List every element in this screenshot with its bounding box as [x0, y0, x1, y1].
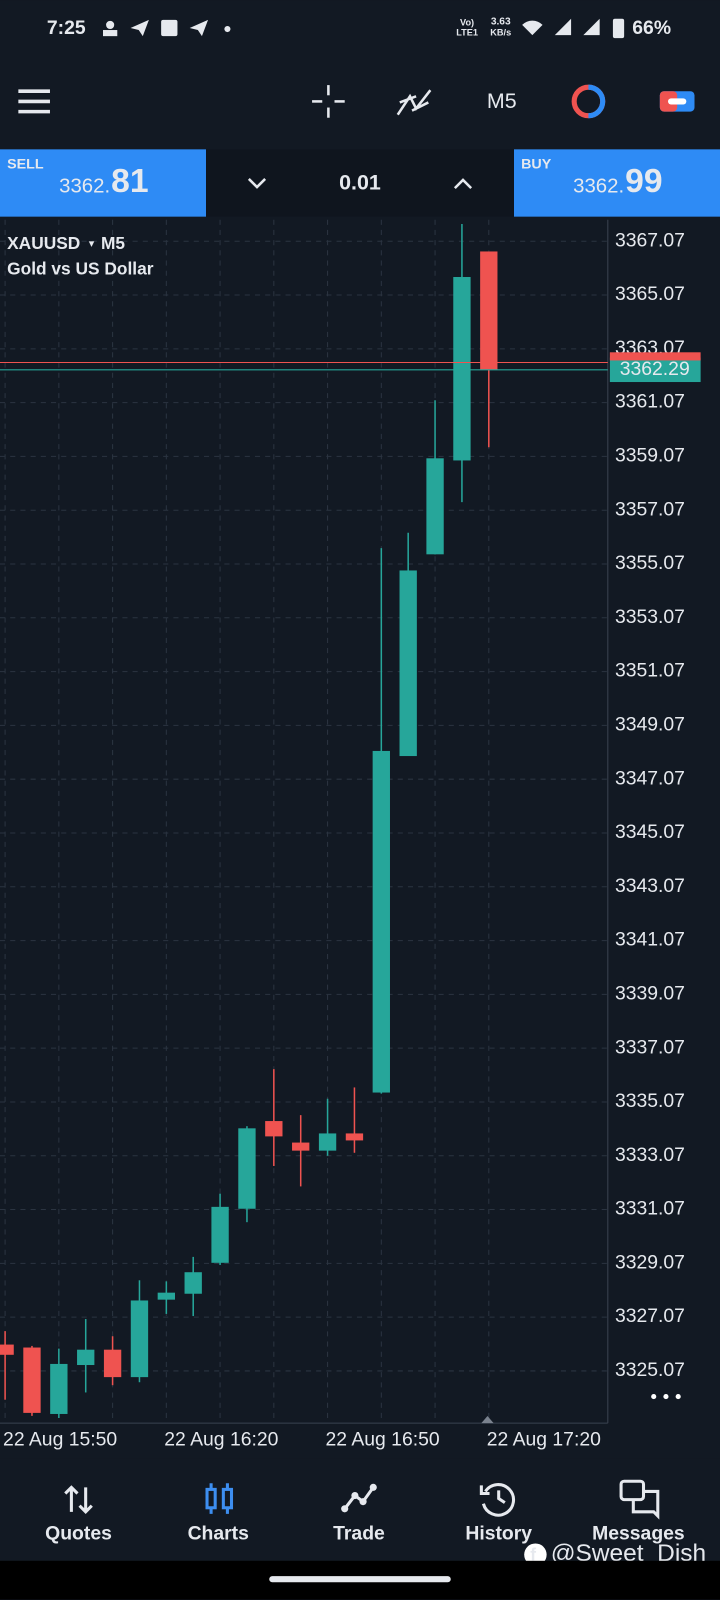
buy-price-main: 99 [625, 163, 662, 200]
sell-price-prefix: 3362. [59, 175, 110, 197]
y-tick-label: 3327.07 [615, 1305, 685, 1327]
y-tick-label: 3361.07 [615, 391, 685, 413]
ask-label-edge [609, 352, 701, 361]
y-tick-label: 3353.07 [615, 606, 685, 628]
y-tick-label: 3337.07 [615, 1036, 685, 1058]
crosshair-button[interactable] [312, 85, 345, 118]
objects-button[interactable] [571, 84, 606, 119]
y-tick-label: 3331.07 [615, 1198, 685, 1220]
x-tick-label: 22 Aug 15:50 [3, 1429, 117, 1451]
candle-body [453, 277, 471, 461]
scroll-marker [481, 1415, 494, 1424]
watermark: f [524, 1543, 547, 1566]
trade-icon [343, 1486, 375, 1510]
y-tick-label: 3359.07 [615, 445, 685, 467]
nav-label[interactable]: Trade [333, 1522, 385, 1544]
timeframe-button[interactable]: M5 [487, 89, 517, 113]
bid-label-box [609, 357, 701, 383]
bottom-nav [0, 1458, 720, 1561]
x-tick-label: 22 Aug 17:20 [487, 1429, 601, 1451]
candle-body [211, 1206, 229, 1263]
candle-body [184, 1272, 202, 1294]
buy-price-prefix: 3362. [573, 175, 624, 197]
y-tick-label: 3367.07 [615, 229, 685, 251]
svg-text:f: f [530, 1544, 536, 1564]
y-tick-label: 3333.07 [615, 1144, 685, 1166]
y-tick-label: 3335.07 [615, 1090, 685, 1112]
candle-body [130, 1300, 149, 1378]
candle-body [50, 1363, 68, 1414]
candle-body [372, 750, 390, 1093]
sell-label: SELL [7, 156, 44, 172]
quotes-icon [64, 1485, 93, 1515]
candle-body [292, 1142, 310, 1151]
indicators-button[interactable] [396, 89, 432, 116]
trade-button[interactable] [659, 91, 695, 112]
y-tick-label: 3349.07 [615, 714, 685, 736]
volume-down[interactable] [247, 178, 267, 189]
y-tick-label: 3347.07 [615, 767, 685, 789]
network-sub: LTE1 [456, 28, 478, 38]
chart-timeframe: M5 [101, 233, 125, 253]
buy-label: BUY [521, 156, 552, 172]
y-tick-label: 3365.07 [615, 283, 685, 305]
nav-label[interactable]: Quotes [45, 1522, 112, 1544]
candle-body [23, 1347, 41, 1413]
battery: 66% [632, 17, 671, 39]
y-tick-label: 3355.07 [615, 552, 685, 574]
menu-button[interactable] [18, 89, 50, 114]
y-tick-label: 3351.07 [615, 660, 685, 682]
y-tick-label: 3357.07 [615, 498, 685, 520]
speed: 3.63 [491, 17, 511, 28]
candle-body [157, 1292, 176, 1300]
bid-label: 3362.29 [620, 358, 690, 380]
network-label: Vo) [460, 17, 474, 27]
volume[interactable]: 0.01 [339, 171, 381, 195]
nav-label[interactable]: Charts [188, 1522, 249, 1544]
history-icon [479, 1483, 516, 1517]
y-tick-label: 3343.07 [615, 875, 685, 897]
charts-icon [205, 1483, 234, 1514]
candle-body [399, 570, 417, 757]
x-tick-label: 22 Aug 16:20 [164, 1429, 278, 1451]
candle-body [103, 1349, 122, 1378]
trade-icon-dots [341, 1483, 377, 1513]
nav-label[interactable]: Messages [592, 1522, 685, 1544]
y-tick-label: 3341.07 [615, 929, 685, 951]
candle-body [238, 1128, 256, 1209]
volume-panel [206, 149, 514, 217]
candle-body [345, 1133, 364, 1141]
y-tick-label: 3345.07 [615, 821, 685, 843]
candle-body [77, 1349, 95, 1366]
candle-body [480, 251, 498, 370]
candle-body [0, 1344, 14, 1355]
buy-button[interactable] [513, 149, 720, 217]
home-indicator [269, 1576, 451, 1583]
symbol-arrow[interactable]: ▾ [89, 238, 95, 250]
symbol[interactable]: XAUUSD [7, 233, 80, 253]
candle-body [426, 458, 444, 555]
chart-subtitle: Gold vs US Dollar [7, 258, 154, 278]
y-tick-label: 3329.07 [615, 1251, 685, 1273]
nav-label[interactable]: History [465, 1522, 532, 1544]
candle-body [265, 1121, 283, 1137]
volume-up[interactable] [453, 178, 473, 190]
x-tick-label: 22 Aug 16:50 [326, 1429, 440, 1451]
sell-price-main: 81 [111, 163, 148, 200]
messages-icon [619, 1479, 660, 1520]
speed-unit: KB/s [490, 28, 511, 38]
more-button[interactable] [651, 1394, 681, 1400]
sell-button[interactable] [0, 149, 207, 217]
y-tick-label: 3339.07 [615, 982, 685, 1004]
status-time: 7:25 [47, 17, 86, 39]
candle-body [318, 1133, 337, 1151]
y-tick-label: 3325.07 [615, 1359, 685, 1381]
